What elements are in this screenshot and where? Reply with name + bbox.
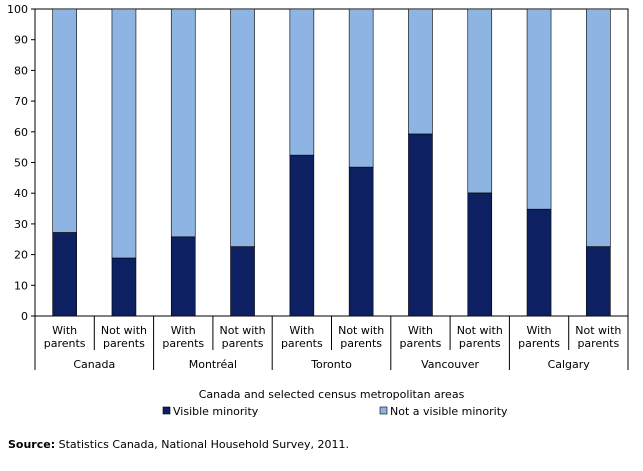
legend-swatch [162, 406, 171, 415]
legend-label: Not a visible minority [390, 405, 508, 418]
bar-not-visible-minority [408, 8, 433, 135]
category-label-line2: parents [459, 337, 501, 350]
bar-not-visible-minority [230, 8, 255, 247]
category-label-line1: Not with [457, 324, 503, 337]
bar-visible-minority [586, 246, 611, 317]
category-label-line2: parents [44, 337, 86, 350]
bar-not-visible-minority [348, 8, 374, 168]
y-tick-label: 60 [14, 126, 28, 139]
category-label-line2: parents [400, 337, 442, 350]
y-tick-label: 100 [7, 3, 28, 16]
bar-visible-minority [467, 192, 493, 317]
bar-not-visible-minority [526, 8, 552, 210]
group-label: Toronto [310, 358, 352, 371]
category-label-line2: parents [577, 337, 619, 350]
source-note: Source: Statistics Canada, National Hous… [8, 438, 349, 451]
category-label-line1: Not with [219, 324, 265, 337]
bar-visible-minority [52, 232, 77, 317]
category-label-line1: With [408, 324, 433, 337]
category-label-line1: With [52, 324, 77, 337]
source-text: Statistics Canada, National Household Su… [55, 438, 350, 451]
bar-visible-minority [526, 208, 552, 317]
group-label: Vancouver [421, 358, 479, 371]
bar-visible-minority [111, 257, 137, 317]
y-tick-label: 70 [14, 95, 28, 108]
bar-not-visible-minority [111, 8, 137, 259]
legend-label: Visible minority [173, 405, 259, 418]
bar-visible-minority [348, 166, 374, 317]
y-tick-label: 30 [14, 218, 28, 231]
y-tick-label: 20 [14, 249, 28, 262]
group-label: Canada [73, 358, 115, 371]
category-label-line1: With [527, 324, 552, 337]
category-label-line2: parents [281, 337, 323, 350]
y-tick-label: 90 [14, 34, 28, 47]
category-label-line1: With [171, 324, 196, 337]
legend-swatch [379, 406, 388, 415]
y-tick-label: 40 [14, 187, 28, 200]
bar-visible-minority [230, 246, 255, 317]
y-tick-label: 10 [14, 279, 28, 292]
x-axis-title: Canada and selected census metropolitan … [199, 388, 465, 401]
source-label: Source: [8, 438, 56, 451]
bar-not-visible-minority [289, 8, 315, 156]
group-label: Calgary [548, 358, 591, 371]
bar-not-visible-minority [52, 8, 77, 233]
category-label-line2: parents [222, 337, 264, 350]
y-tick-label: 0 [21, 310, 28, 323]
category-label-line1: Not with [575, 324, 621, 337]
bar-not-visible-minority [467, 8, 493, 194]
group-label: Montréal [189, 358, 237, 371]
y-tick-label: 50 [14, 157, 28, 170]
bar-visible-minority [289, 154, 315, 317]
bar-not-visible-minority [586, 8, 611, 247]
bar-not-visible-minority [170, 8, 196, 238]
category-label-line1: Not with [101, 324, 147, 337]
category-label-line1: With [289, 324, 314, 337]
category-label-line2: parents [518, 337, 560, 350]
category-label-line2: parents [340, 337, 382, 350]
bar-visible-minority [170, 236, 196, 317]
category-label-line1: Not with [338, 324, 384, 337]
category-label-line2: parents [162, 337, 204, 350]
y-tick-label: 80 [14, 64, 28, 77]
category-label-line2: parents [103, 337, 145, 350]
bar-visible-minority [408, 133, 433, 317]
